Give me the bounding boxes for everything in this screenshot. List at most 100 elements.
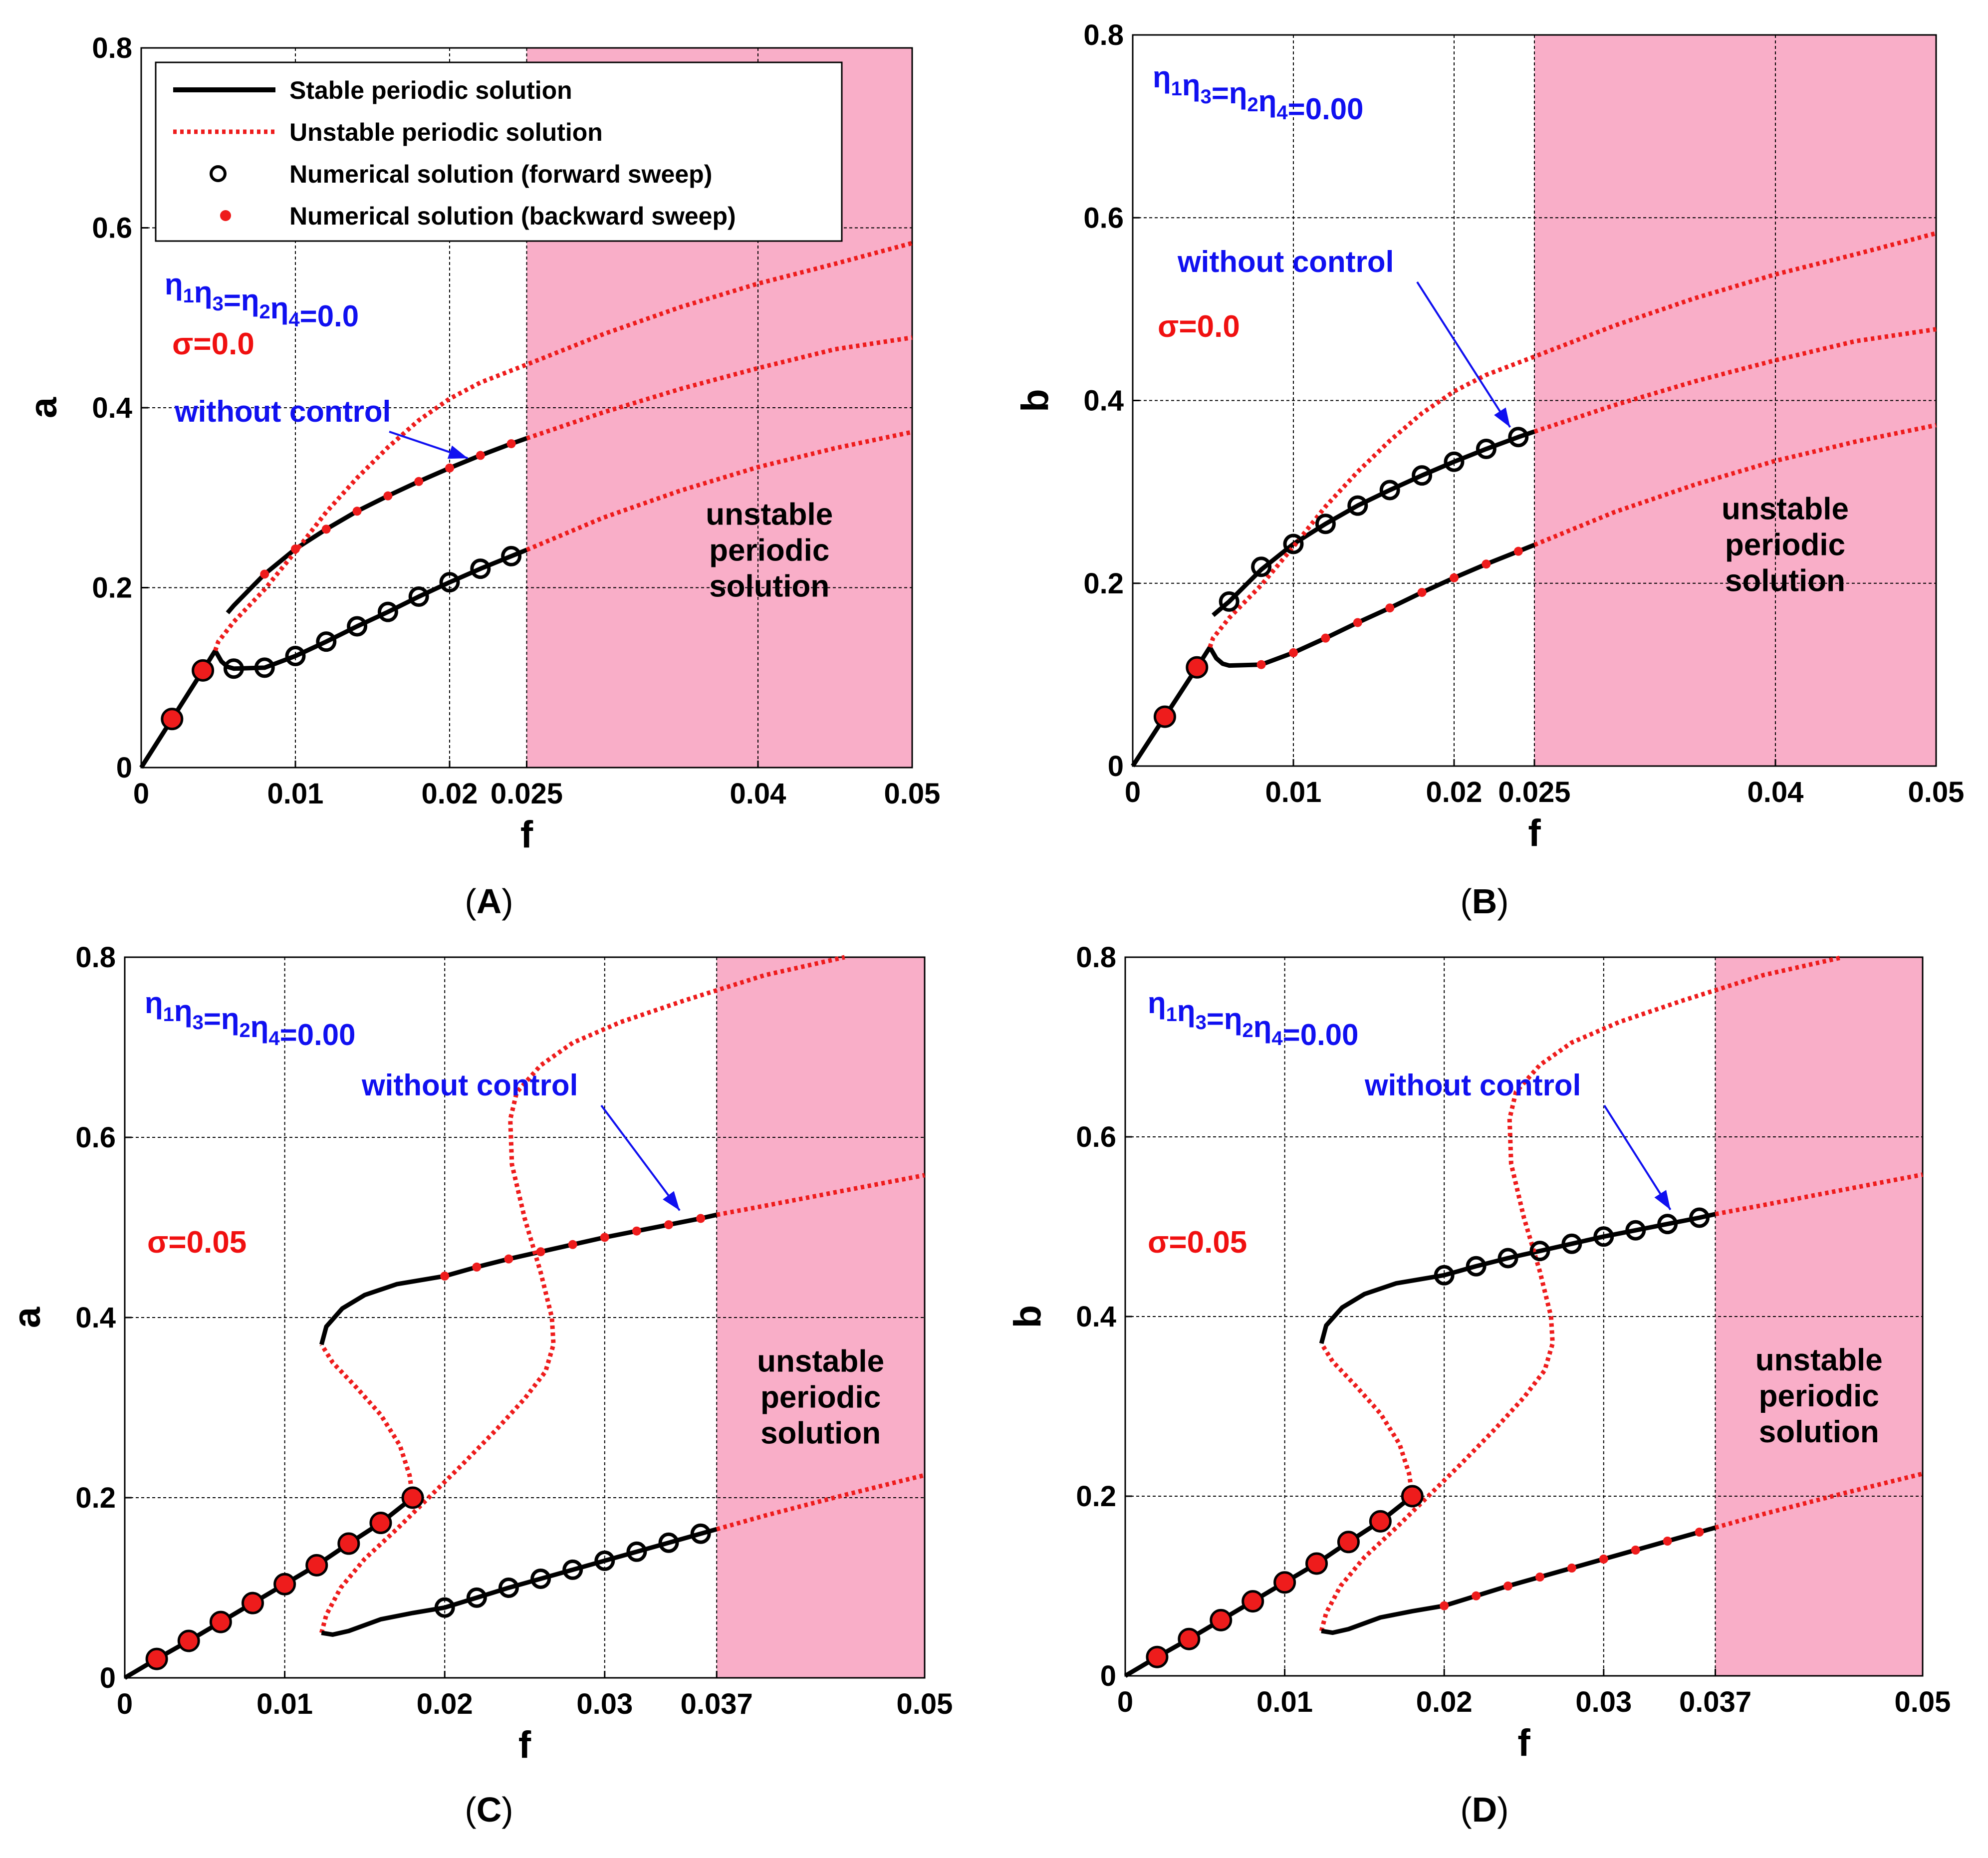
sigma-annotation: σ=0.05 bbox=[1148, 1225, 1247, 1260]
legend-label: Numerical solution (backward sweep) bbox=[289, 202, 736, 230]
backward-sweep-point bbox=[414, 477, 424, 486]
x-tick-label: 0.02 bbox=[1426, 776, 1483, 808]
stable-series-line bbox=[1131, 542, 1535, 768]
y-tick-label: 0.2 bbox=[1076, 1480, 1116, 1513]
backward-sweep-point bbox=[476, 451, 485, 460]
forward-sweep-point bbox=[594, 1550, 615, 1571]
stable-series-line bbox=[1124, 1494, 1414, 1678]
backward-sweep-point bbox=[632, 1226, 641, 1236]
forward-sweep-point bbox=[1434, 1265, 1455, 1286]
backward-sweep-point bbox=[536, 1247, 545, 1257]
unstable-series-line bbox=[1715, 1172, 1923, 1217]
forward-sweep-point bbox=[1657, 1214, 1678, 1235]
forward-sweep-point bbox=[1315, 514, 1336, 534]
backward-sweep-point bbox=[1450, 573, 1459, 582]
forward-sweep-point bbox=[223, 658, 244, 679]
region-label-line: solution bbox=[1725, 564, 1845, 598]
y-tick-label: 0.4 bbox=[1076, 1301, 1116, 1333]
x-tick-label: 0.037 bbox=[681, 1688, 753, 1720]
coincident-sweep-point bbox=[369, 1512, 392, 1535]
coincident-sweep-point bbox=[1210, 1608, 1233, 1631]
region-label-line: periodic bbox=[760, 1380, 881, 1414]
y-axis-label: a bbox=[22, 397, 65, 418]
backward-sweep-point bbox=[1321, 633, 1330, 643]
unstable-series-line bbox=[1715, 1471, 1924, 1530]
forward-sweep-point bbox=[1476, 439, 1496, 460]
eta-annotation: η1η3=η2η4=0.00 bbox=[1153, 60, 1364, 126]
panel-caption: (D) bbox=[1460, 1790, 1508, 1829]
region-label-line: solution bbox=[709, 569, 829, 603]
panel-caption: (A) bbox=[465, 882, 513, 921]
stable-series-line bbox=[321, 1527, 718, 1637]
x-tick-label: 0.05 bbox=[1895, 1686, 1951, 1718]
coincident-sweep-point bbox=[1153, 705, 1176, 728]
x-tick-label: 0.02 bbox=[422, 778, 478, 810]
forward-sweep-point bbox=[408, 586, 429, 607]
unstable-series-line bbox=[1533, 327, 1937, 434]
backward-sweep-point bbox=[1385, 603, 1395, 613]
x-tick-label: 0.04 bbox=[1747, 776, 1804, 808]
y-tick-label: 0.6 bbox=[75, 1121, 116, 1154]
forward-sweep-point bbox=[1593, 1226, 1614, 1247]
x-tick-label: 0.02 bbox=[417, 1688, 473, 1720]
backward-sweep-point bbox=[600, 1233, 609, 1242]
stable-series-line bbox=[1319, 1212, 1716, 1344]
backward-sweep-point bbox=[1599, 1555, 1608, 1564]
region-label-line: solution bbox=[760, 1416, 881, 1450]
backward-sweep-point bbox=[1256, 660, 1266, 669]
panel-caption: (B) bbox=[1460, 882, 1508, 921]
forward-sweep-point bbox=[470, 558, 491, 579]
x-tick-label: 0.01 bbox=[1256, 1686, 1313, 1718]
annotation-arrow-shaft bbox=[1603, 1104, 1672, 1211]
forward-sweep-point bbox=[1625, 1220, 1646, 1241]
backward-sweep-point bbox=[1513, 546, 1523, 556]
backward-sweep-point bbox=[321, 525, 331, 534]
coincident-sweep-point bbox=[241, 1592, 264, 1614]
coincident-sweep-point bbox=[177, 1629, 200, 1652]
y-tick-label: 0.6 bbox=[1076, 1121, 1116, 1153]
unstable-series-line bbox=[319, 1343, 415, 1498]
region-label-line: unstable bbox=[1722, 492, 1849, 527]
legend-label: Stable periodic solution bbox=[289, 76, 572, 104]
y-axis-label: b bbox=[1006, 1305, 1049, 1328]
eta-annotation: η1η3=η2η4=0.0 bbox=[165, 267, 359, 333]
y-tick-label: 0.6 bbox=[1083, 202, 1124, 234]
forward-sweep-point bbox=[439, 572, 460, 593]
unstable-series-line bbox=[716, 1473, 926, 1532]
unstable-series-line bbox=[1319, 955, 1844, 1632]
backward-sweep-point bbox=[696, 1214, 706, 1223]
coincident-sweep-point bbox=[1305, 1552, 1328, 1575]
x-tick-label: 0 bbox=[133, 778, 149, 810]
x-tick-label: 0.025 bbox=[491, 778, 563, 810]
without-control-label: without control bbox=[361, 1068, 578, 1102]
x-tick-label: 0.037 bbox=[1679, 1686, 1751, 1718]
unstable-series-line bbox=[525, 430, 913, 552]
annotation-arrow-head bbox=[447, 445, 468, 459]
x-tick-label: 0 bbox=[1117, 1686, 1133, 1718]
panel-b: 0 0.01 0.02 0.025 0.04 0.05 0 0.2 0.4 0.6 0.8 f b uns… bbox=[1014, 19, 1964, 921]
unstable-series-line bbox=[1208, 231, 1937, 648]
backward-sweep-point bbox=[383, 491, 393, 501]
forward-sweep-point bbox=[1508, 427, 1529, 448]
forward-sweep-point bbox=[434, 1597, 455, 1618]
backward-sweep-point bbox=[1535, 1573, 1544, 1582]
stable-series-line bbox=[226, 436, 527, 614]
coincident-sweep-point bbox=[1178, 1627, 1201, 1650]
backward-sweep-point bbox=[472, 1262, 482, 1272]
x-tick-label: 0.01 bbox=[1265, 776, 1322, 808]
x-tick-label: 0.03 bbox=[1575, 1686, 1632, 1718]
x-tick-label: 0.01 bbox=[256, 1688, 313, 1720]
forward-sweep-point bbox=[1561, 1233, 1582, 1254]
forward-sweep-point bbox=[1379, 480, 1400, 501]
backward-sweep-point bbox=[506, 439, 516, 449]
x-axis-label: f bbox=[1517, 1722, 1530, 1764]
without-control-label: without control bbox=[174, 395, 391, 428]
x-tick-label: 0.01 bbox=[267, 778, 324, 810]
region-label-line: solution bbox=[1759, 1415, 1879, 1449]
y-tick-label: 0 bbox=[1108, 750, 1124, 783]
forward-sweep-point bbox=[1444, 451, 1465, 472]
forward-sweep-point bbox=[316, 631, 337, 652]
y-tick-label: 0.4 bbox=[75, 1302, 116, 1334]
forward-sweep-point bbox=[498, 1578, 519, 1598]
region-label-line: periodic bbox=[1725, 528, 1845, 562]
